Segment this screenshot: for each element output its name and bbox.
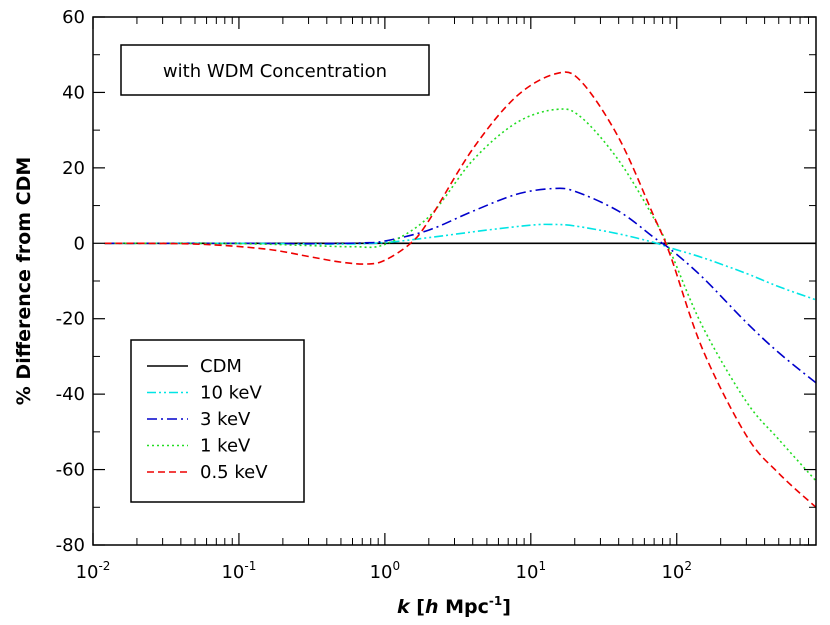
x-tick-label-base: 10 — [661, 562, 684, 583]
y-tick-label: 0 — [74, 233, 85, 254]
x-tick-label-exp: -1 — [244, 559, 256, 573]
y-axis-title: % Difference from CDM — [13, 157, 35, 405]
y-tick-label: -80 — [56, 535, 85, 556]
y-tick-label: -20 — [56, 309, 85, 330]
legend-items: CDM 10 keV 3 keV 1 keV 0.5 keV — [147, 356, 268, 483]
x-tick-label: 102 — [661, 559, 692, 583]
x-axis-title-open: [ — [410, 596, 425, 618]
x-axis-title-unit: Mpc — [439, 596, 489, 618]
x-tick-label-exp: -2 — [98, 559, 110, 573]
legend: CDM 10 keV 3 keV 1 keV 0.5 keV — [130, 339, 305, 503]
y-tick-label: -60 — [56, 460, 85, 481]
annotation-text: with WDM Concentration — [163, 61, 387, 82]
x-axis-title-h: h — [425, 596, 439, 618]
x-axis-title-k: k — [397, 596, 411, 618]
x-tick-label-exp: 0 — [393, 559, 401, 573]
x-tick-label-base: 10 — [221, 562, 244, 583]
legend-label-10-kev: 10 keV — [200, 383, 262, 404]
x-tick-label: 101 — [516, 559, 547, 583]
y-tick-label: 20 — [62, 158, 85, 179]
legend-label-0-5-kev: 0.5 keV — [200, 462, 268, 483]
y-tick-label: 60 — [62, 7, 85, 28]
x-axis-title-close: ] — [502, 596, 511, 618]
x-axis-title: k [h Mpc-1] — [397, 594, 511, 618]
x-tick-label: 100 — [370, 559, 401, 583]
x-tick-label-exp: 1 — [538, 559, 546, 573]
x-tick-label-base: 10 — [516, 562, 539, 583]
x-axis-title-exp: -1 — [489, 594, 502, 608]
y-tick-label: -40 — [56, 384, 85, 405]
x-tick-label-exp: 2 — [684, 559, 692, 573]
annotation-box: with WDM Concentration — [120, 44, 430, 96]
y-tick-label: 40 — [62, 82, 85, 103]
legend-label-3-kev: 3 keV — [200, 409, 251, 430]
x-tick-label: 10-2 — [76, 559, 111, 583]
series-line-3-kev — [104, 187, 817, 384]
x-tick-label-base: 10 — [370, 562, 393, 583]
x-tick-label: 10-1 — [221, 559, 256, 583]
annotation-frame — [120, 44, 430, 96]
plot-marks — [104, 71, 817, 508]
legend-label-cdm: CDM — [200, 356, 242, 377]
ticks-layer — [92, 16, 817, 546]
legend-frame — [130, 339, 305, 503]
series-line-10-kev — [104, 223, 817, 301]
x-tick-label-base: 10 — [76, 562, 99, 583]
legend-label-1-kev: 1 keV — [200, 436, 251, 457]
series-line-0-5-kev — [104, 71, 817, 508]
